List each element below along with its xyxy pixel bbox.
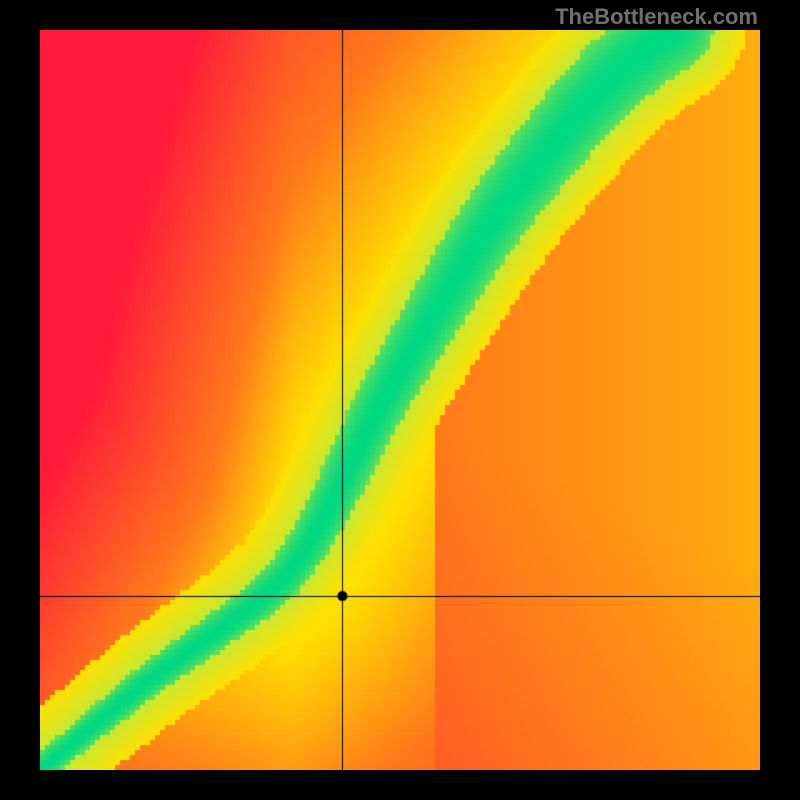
heatmap-plot — [40, 30, 760, 770]
heatmap-canvas — [40, 30, 760, 770]
chart-container: TheBottleneck.com — [0, 0, 800, 800]
watermark-text: TheBottleneck.com — [555, 4, 758, 30]
